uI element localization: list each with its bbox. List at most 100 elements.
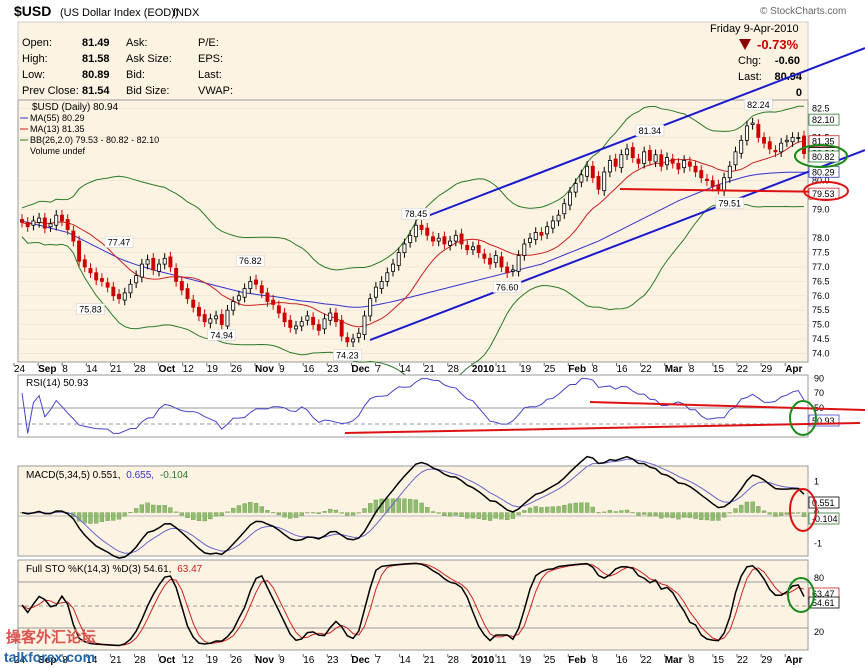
macd-hist-bar — [436, 512, 441, 514]
candle-body — [459, 233, 464, 245]
date-tick-label: Feb — [568, 655, 586, 666]
macd-hist-bar — [624, 509, 630, 513]
macd-line — [21, 455, 805, 559]
bid-label: Bid: — [126, 69, 145, 81]
indicator-tick-label: -1 — [814, 539, 822, 549]
date-tick-label: 11 — [496, 655, 507, 666]
macd-hist-bar — [476, 512, 481, 519]
macd-hist-bar — [750, 501, 755, 513]
macd-hist-bar — [784, 512, 790, 515]
price-tick-label: 74.5 — [812, 334, 830, 344]
macd-label: MACD(5,34,5) 0.551, 0.655, -0.104 — [26, 470, 189, 481]
candle-body — [727, 165, 732, 179]
date-tick-label: 14 — [86, 364, 98, 375]
annotation-label: 74.94 — [211, 330, 234, 340]
candle-body — [373, 286, 378, 298]
candle-body — [219, 314, 224, 325]
candle-body — [185, 288, 190, 300]
candle-body — [105, 282, 110, 288]
candle-body — [659, 154, 664, 167]
candle-body — [802, 135, 806, 154]
candle-body — [339, 319, 344, 337]
candle-body — [590, 165, 595, 179]
bid-size-label: Bid Size: — [126, 85, 169, 97]
macd-hist-bar — [196, 512, 202, 522]
macd-hist-bar — [664, 512, 670, 518]
indicator-tag-box — [808, 596, 840, 609]
candle-body — [391, 263, 395, 272]
indicator-tick-label: 90 — [814, 374, 824, 384]
candle-body — [111, 286, 116, 297]
macd-hist-bar — [562, 505, 567, 513]
price-tag-label: 81.35 — [812, 137, 835, 147]
candle-body — [710, 180, 715, 187]
candle-body — [419, 224, 424, 230]
candle-body — [265, 292, 270, 302]
macd-hist-bar — [282, 512, 287, 518]
indicator-tick-label: 1 — [814, 477, 819, 487]
candle-body — [294, 325, 298, 330]
price-tag-label: 79.53 — [812, 189, 835, 199]
macd-hist-bar — [493, 512, 498, 519]
macd-hist-bar — [739, 504, 744, 513]
bb-upper-line — [21, 105, 805, 271]
macd-histogram — [19, 498, 807, 524]
macd-hist-bar — [767, 512, 772, 515]
candle-body — [687, 161, 692, 167]
date-tick-label: 28 — [135, 655, 147, 666]
price-tag-box — [808, 150, 840, 163]
candle-body — [202, 314, 207, 323]
date-tick-label: 22 — [737, 655, 749, 666]
candle-body — [448, 240, 453, 246]
macd-hist-bar — [607, 509, 613, 513]
candle-body — [533, 232, 538, 241]
candles — [20, 117, 806, 348]
candle-body — [436, 237, 441, 242]
price-tick-label: 74.0 — [812, 348, 830, 358]
macd-hist-bar — [82, 512, 87, 524]
macd-hist-bar — [744, 501, 750, 513]
macd-hist-bar — [122, 512, 127, 517]
sto-panel — [17, 559, 809, 651]
macd-hist-bar — [613, 511, 618, 513]
candle-body — [516, 255, 521, 272]
macd-hist-bar — [716, 512, 721, 521]
date-tick-label: Feb — [568, 364, 586, 375]
candle-body — [784, 139, 789, 143]
macd-signal-label: 0.655, — [126, 470, 154, 481]
macd-hist-bar — [550, 506, 555, 513]
rsi-axis: 9070503050.93 — [808, 374, 840, 427]
candle-body — [510, 269, 515, 272]
macd-hist-bar — [134, 508, 139, 513]
macd-hist-bar — [328, 508, 333, 513]
macd-hist-bar — [425, 507, 430, 513]
macd-hist-bar — [111, 512, 116, 521]
macd-hist-bar — [756, 506, 761, 513]
candle-body — [682, 160, 687, 169]
macd-hist-bar — [584, 502, 590, 513]
macd-hist-bar — [276, 512, 282, 516]
macd-hist-bar — [419, 502, 424, 513]
date-axis-bottom: 24 Sep 8 14 21 28 Oct 12 19 26 Nov 9 16 23 Dec 7 14 21 28 2… — [13, 654, 803, 666]
macd-hist-bar — [151, 504, 156, 513]
candle-body — [179, 280, 184, 291]
date-tick-label: 2010 — [472, 364, 495, 375]
candle-body — [647, 149, 652, 161]
macd-hist-bar — [699, 512, 704, 520]
candle-body — [242, 288, 247, 298]
price-tick-label: 75.5 — [812, 305, 830, 315]
annotation-box — [492, 281, 522, 293]
candle-body — [145, 259, 150, 265]
price-tick-label: 75.0 — [812, 320, 830, 330]
candle-body — [276, 305, 281, 314]
macd-hist-bar — [293, 512, 299, 518]
macd-axis: 10-10.551-0.104 — [808, 477, 840, 549]
macd-hist-bar — [470, 512, 476, 519]
chg-label: Chg: — [738, 55, 761, 67]
date-tick-label: 23 — [327, 364, 339, 375]
green-circle-rsi — [789, 400, 817, 436]
date-tick-label: Dec — [351, 655, 370, 666]
price-panel — [17, 99, 809, 363]
macd-hist-bar — [345, 512, 350, 516]
